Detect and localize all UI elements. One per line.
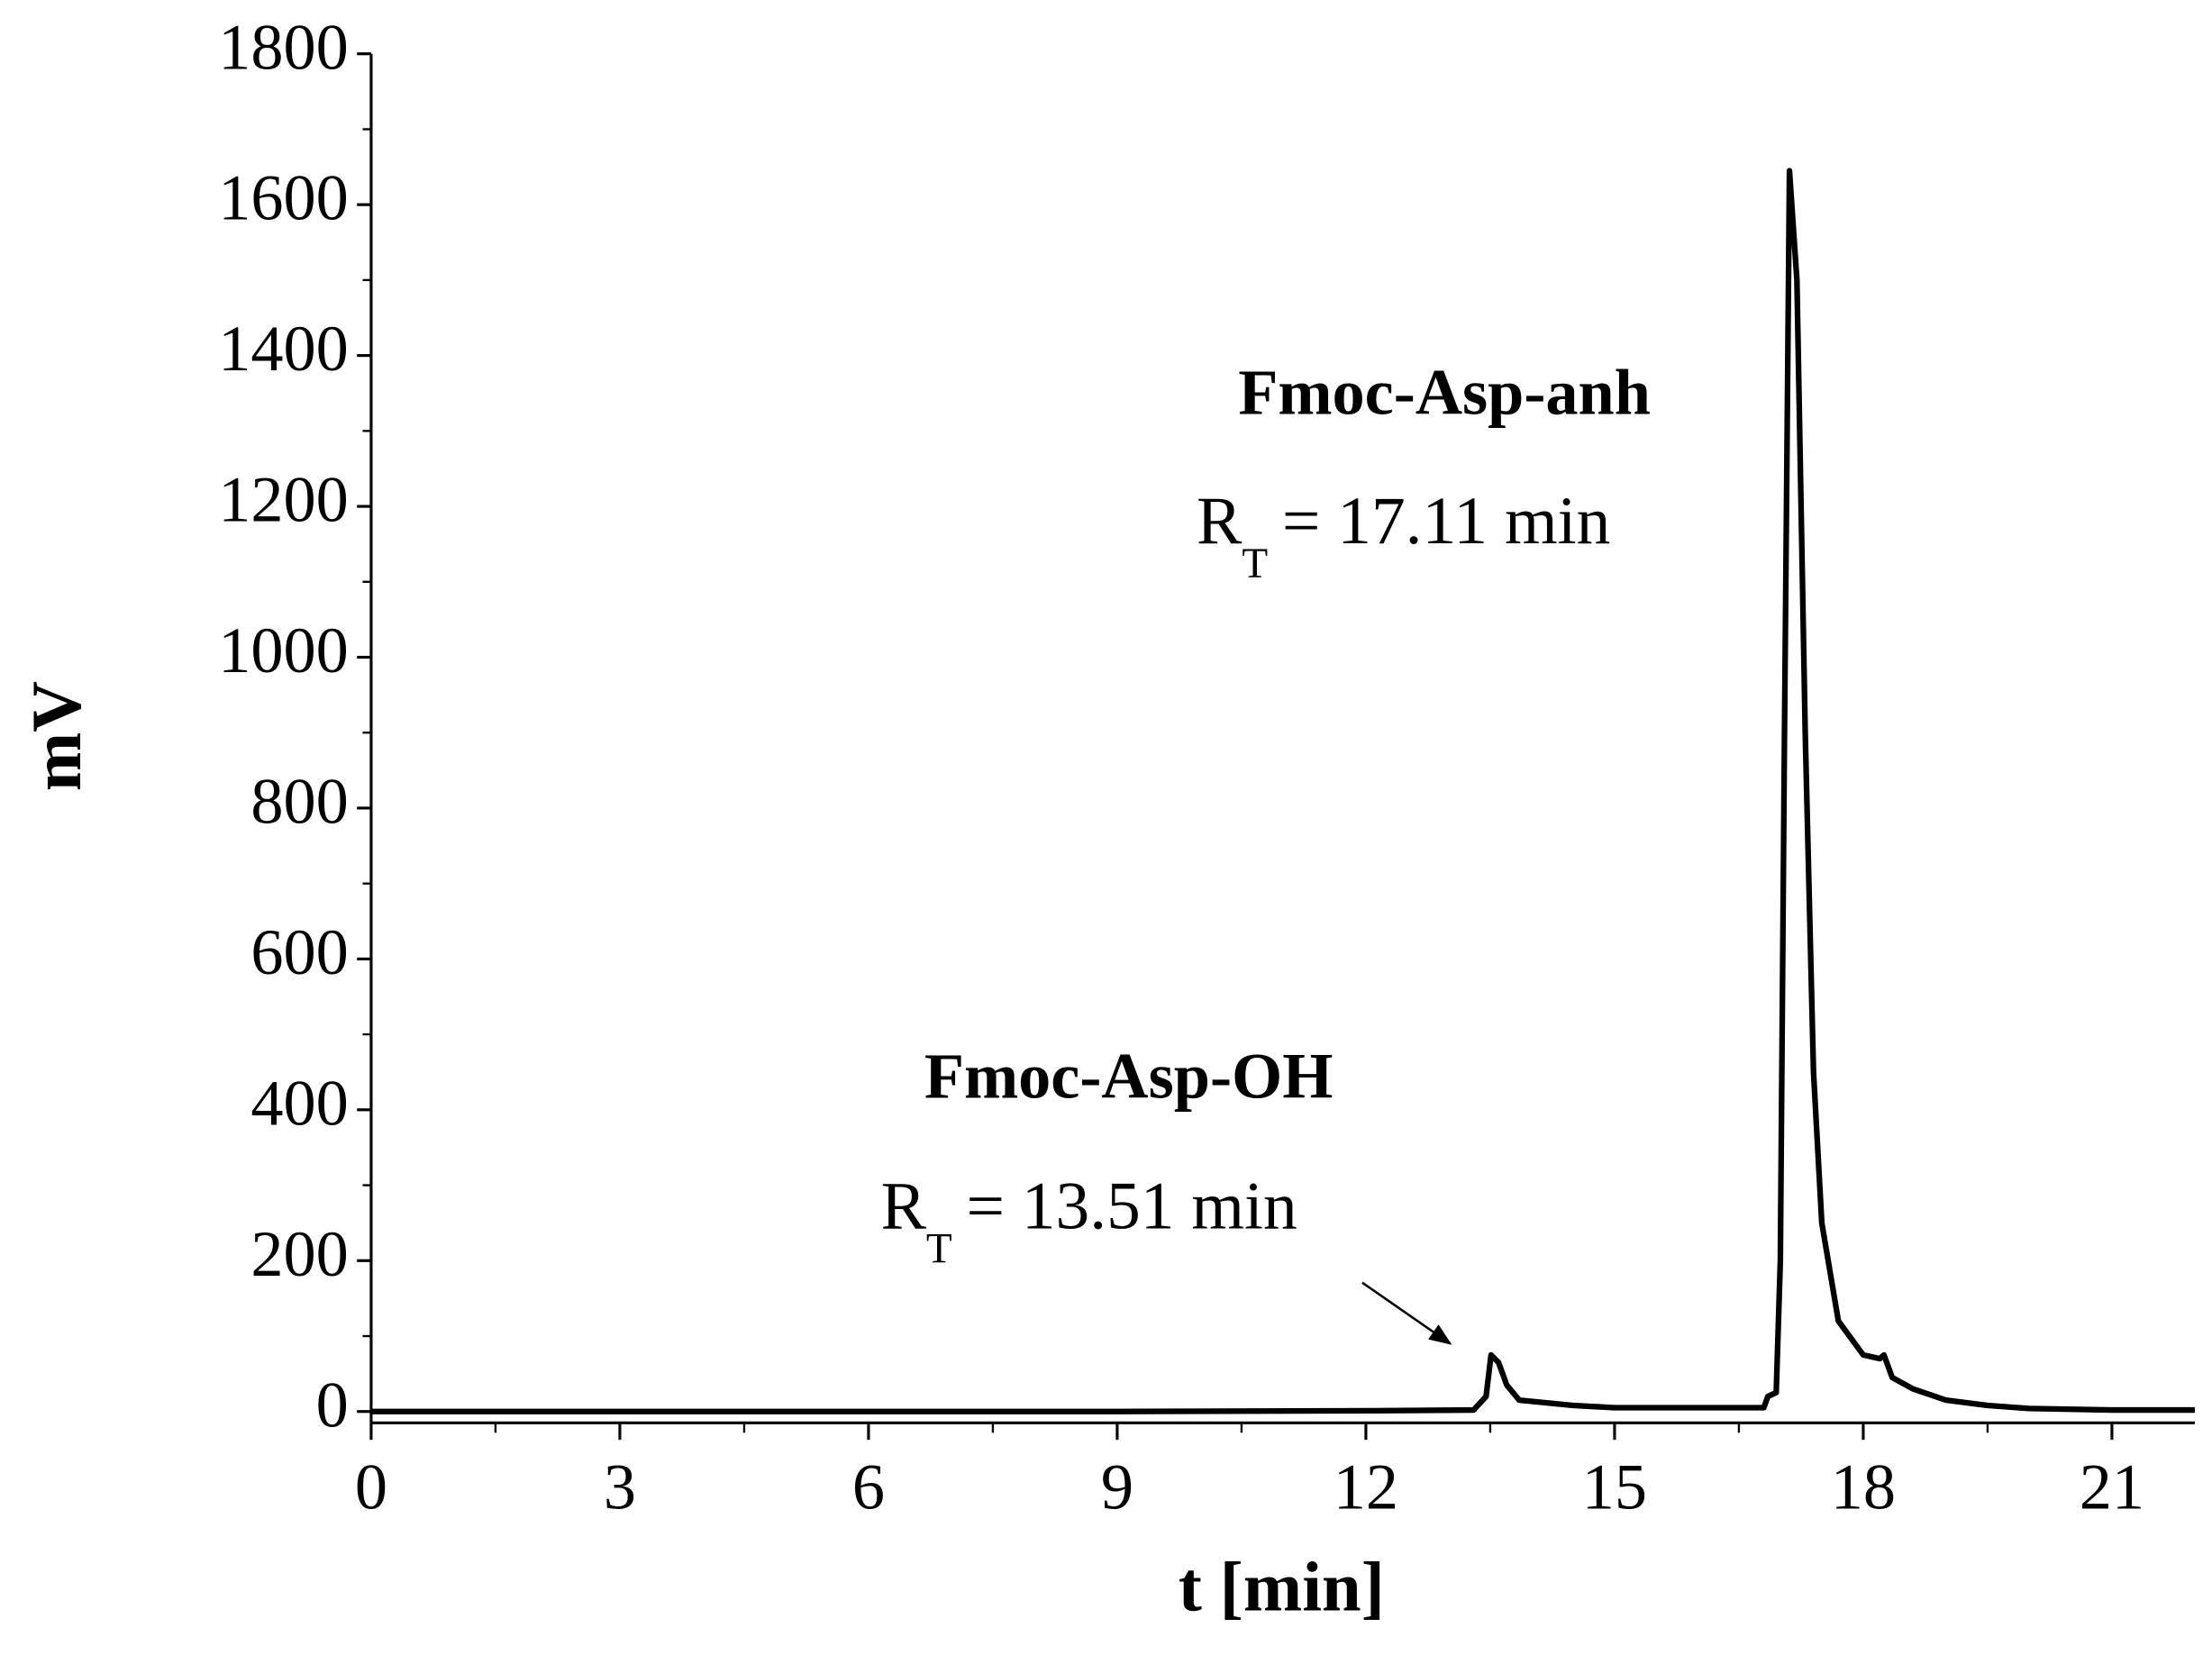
y-tick-label: 1200 xyxy=(218,464,349,536)
x-tick-label: 12 xyxy=(1334,1450,1398,1523)
rt-subscript: T xyxy=(926,1226,952,1273)
x-tick-label: 18 xyxy=(1831,1450,1896,1523)
rt-text: = 13.51 min xyxy=(966,1169,1297,1244)
y-tick-label: 0 xyxy=(316,1369,349,1441)
annotation-rt: RT = 17.11 min xyxy=(1197,484,1610,587)
y-tick-label: 1800 xyxy=(218,11,349,83)
y-tick-label: 200 xyxy=(250,1218,348,1290)
rt-symbol: R xyxy=(881,1169,927,1244)
chromatogram-line xyxy=(370,168,2195,1414)
x-tick-label: 15 xyxy=(1582,1450,1647,1523)
y-axis-title: mV xyxy=(17,681,96,791)
rt-subscript: T xyxy=(1242,541,1268,587)
y-tick-label: 1400 xyxy=(218,313,349,385)
annotation-rt: RT = 13.51 min xyxy=(881,1169,1297,1273)
y-tick-label: 1600 xyxy=(218,162,349,234)
x-tick-label: 6 xyxy=(852,1450,885,1523)
rt-symbol: R xyxy=(1197,484,1243,559)
y-tick-label: 600 xyxy=(250,916,348,988)
annotation-label: Fmoc-Asp-anh xyxy=(1238,357,1651,429)
arrow xyxy=(1361,1281,1452,1345)
annotation-label: Fmoc-Asp-OH xyxy=(924,1041,1334,1113)
y-tick-label: 1000 xyxy=(218,614,349,687)
x-tick-label: 0 xyxy=(355,1450,387,1523)
x-axis-title: t [min] xyxy=(1179,1547,1385,1625)
rt-text: = 17.11 min xyxy=(1282,484,1610,559)
x-tick-label: 21 xyxy=(2080,1450,2144,1523)
x-tick-label: 3 xyxy=(604,1450,636,1523)
x-tick-label: 9 xyxy=(1101,1450,1133,1523)
y-tick-label: 400 xyxy=(250,1067,348,1139)
y-tick-label: 800 xyxy=(250,766,348,838)
